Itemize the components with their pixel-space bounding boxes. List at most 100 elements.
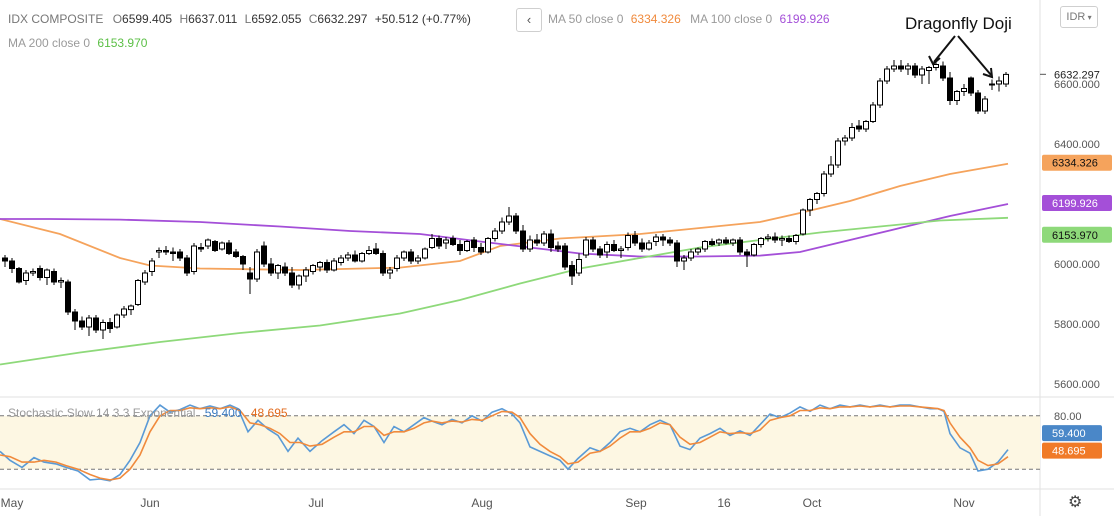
candle: [954, 90, 960, 105]
candle: [184, 255, 190, 276]
candle: [254, 249, 260, 282]
candle: [947, 72, 953, 105]
candle-body: [464, 241, 470, 251]
candle-body: [86, 317, 92, 328]
candle-body: [51, 271, 57, 283]
candle: [891, 60, 897, 72]
candle-body: [254, 251, 260, 280]
candle-body: [2, 257, 8, 262]
candle-body: [744, 251, 750, 256]
ma200-value: 6153.970: [97, 36, 148, 50]
candle-body: [702, 241, 708, 250]
candle: [898, 60, 904, 72]
candle-body: [870, 104, 876, 122]
time-tick-label: Jun: [140, 496, 159, 510]
candle-body: [688, 251, 694, 259]
candle-body: [695, 248, 701, 253]
candle: [590, 237, 596, 252]
candle-body: [548, 233, 554, 248]
candle-body: [814, 193, 820, 200]
candle-body: [107, 322, 113, 329]
candle: [702, 240, 708, 252]
time-tick-label: May: [1, 496, 24, 510]
candle: [9, 258, 15, 273]
candle-body: [877, 80, 883, 106]
candle-body: [401, 251, 407, 259]
candle: [828, 156, 834, 177]
candle-body: [800, 209, 806, 235]
candle-body: [233, 251, 239, 257]
candle-body: [933, 64, 939, 68]
candle-body: [471, 239, 477, 248]
candle: [30, 268, 36, 276]
candle: [982, 96, 988, 114]
candle-body: [849, 127, 855, 139]
candle: [926, 66, 932, 84]
candle: [499, 217, 505, 234]
time-tick-label: Jul: [308, 496, 323, 510]
candle-body: [177, 251, 183, 259]
currency-selector[interactable]: IDR ▾: [1060, 6, 1098, 28]
candle-body: [492, 230, 498, 239]
candle-body: [730, 239, 736, 244]
stoch-tick-label: 80.00: [1054, 411, 1082, 423]
low-value: 6592.055: [251, 12, 302, 26]
candle: [443, 237, 449, 249]
candle-body: [303, 269, 309, 277]
candles: [2, 60, 1009, 339]
time-axis: May Jun Jul Aug Sep 16 Oct Nov: [1, 496, 975, 510]
candle-body: [821, 173, 827, 194]
ma200-label[interactable]: MA 200 close 0: [8, 36, 91, 50]
stoch-line-d: [0, 405, 1009, 481]
candle-body: [737, 239, 743, 253]
candle: [569, 261, 575, 285]
time-tick-label: Oct: [803, 496, 822, 510]
candle: [275, 264, 281, 279]
candle-body: [765, 236, 771, 239]
ma100-label[interactable]: MA 100 close 0: [690, 12, 773, 26]
candle-body: [758, 238, 764, 245]
candle: [79, 316, 85, 330]
time-tick-label: Nov: [953, 496, 974, 510]
ma50-label[interactable]: MA 50 close 0: [548, 12, 624, 26]
candle: [198, 243, 204, 252]
candle: [786, 235, 792, 243]
candle-body: [457, 244, 463, 251]
time-tick-label: 16: [717, 496, 731, 510]
candle: [345, 252, 351, 261]
gear-icon[interactable]: ⚙: [1068, 494, 1083, 511]
ma-badge-text: 6334.326: [1052, 158, 1098, 170]
candle-body: [919, 68, 925, 76]
open-value: 6599.405: [122, 12, 173, 26]
candle-body: [387, 269, 393, 274]
candle: [44, 268, 50, 285]
ma100-value: 6199.926: [779, 12, 830, 26]
candle-body: [408, 251, 414, 262]
candle: [905, 63, 911, 75]
symbol-name[interactable]: IDX COMPOSITE: [8, 12, 104, 26]
stoch-k-badge-text: 59.400: [1052, 428, 1086, 440]
candle: [604, 241, 610, 258]
candle: [527, 235, 533, 252]
ma200-legend: MA 200 close 0 6153.970: [8, 36, 147, 50]
ma-badge-100: [1042, 195, 1112, 212]
candle-body: [128, 305, 134, 311]
candle: [37, 265, 43, 281]
candle-body: [555, 245, 561, 250]
candle: [975, 90, 981, 114]
candle: [58, 277, 64, 288]
candle: [842, 135, 848, 146]
candle-body: [856, 125, 862, 130]
candle-body: [961, 88, 967, 92]
candle: [912, 63, 918, 78]
candle: [450, 235, 456, 246]
candle-body: [562, 245, 568, 268]
candle: [751, 243, 757, 257]
candle: [772, 232, 778, 243]
candle-body: [44, 269, 50, 278]
collapse-legend-button[interactable]: ‹: [516, 8, 542, 32]
stochastic-label[interactable]: Stochastic Slow 14 3 3 Exponential: [8, 406, 196, 420]
candle-body: [667, 239, 673, 244]
candle: [674, 240, 680, 267]
